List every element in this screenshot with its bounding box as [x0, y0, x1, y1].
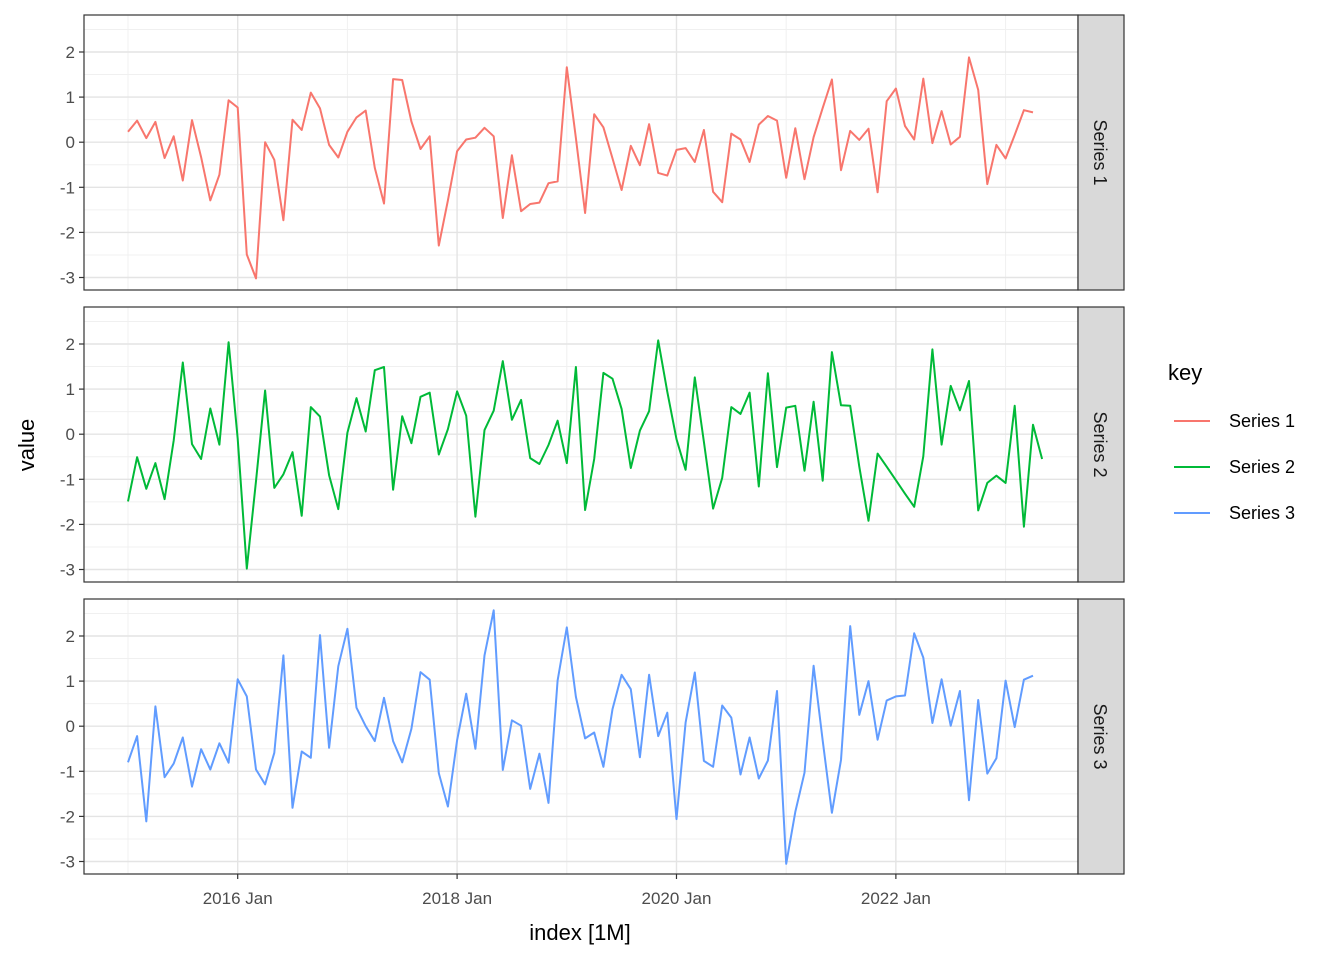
legend: key Series 1 Series 2 Series 3 — [1168, 360, 1295, 523]
facet-strip — [1077, 14, 1125, 291]
facet-panel: Series 3 2 1 0 -1 -2 -3 — [60, 598, 1125, 875]
legend-label: Series 3 — [1229, 503, 1295, 523]
y-axis-label: value — [14, 419, 39, 472]
x-tick-label: 2018 Jan — [422, 889, 492, 908]
x-axis-label: index [1M] — [529, 920, 631, 945]
y-tick-label: -2 — [60, 515, 75, 534]
y-tick-label: 1 — [66, 380, 75, 399]
y-tick-label: -2 — [60, 807, 75, 826]
y-tick-label: -1 — [60, 470, 75, 489]
facet-strip-label: Series 3 — [1090, 703, 1110, 769]
y-tick-label: 2 — [66, 627, 75, 646]
y-tick-label: 1 — [66, 88, 75, 107]
facet-strip-label: Series 1 — [1090, 119, 1110, 185]
facet-strip — [1077, 598, 1125, 875]
y-tick-label: -1 — [60, 762, 75, 781]
y-tick-label: 2 — [66, 335, 75, 354]
panel-background — [84, 15, 1078, 290]
facet-panel: Series 1 2 1 0 -1 -2 -3 — [60, 14, 1125, 291]
legend-label: Series 1 — [1229, 411, 1295, 431]
y-tick-label: 2 — [66, 43, 75, 62]
series-line — [127, 56, 1034, 280]
x-tick-label: 2016 Jan — [203, 889, 273, 908]
facet-panel: Series 2 2 1 0 -1 -2 -3 — [60, 306, 1125, 583]
series-line — [127, 609, 1034, 865]
y-tick-label: -3 — [60, 269, 75, 288]
series-line — [127, 339, 1044, 570]
legend-label: Series 2 — [1229, 457, 1295, 477]
x-tick-label: 2022 Jan — [861, 889, 931, 908]
y-tick-label: 0 — [66, 717, 75, 736]
facet-strip-label: Series 2 — [1090, 411, 1110, 477]
y-tick-label: 0 — [66, 133, 75, 152]
y-tick-label: 1 — [66, 672, 75, 691]
y-tick-label: -1 — [60, 178, 75, 197]
x-axis: 2016 Jan 2018 Jan 2020 Jan 2022 Jan — [203, 874, 931, 908]
facet-strip — [1077, 306, 1125, 583]
y-tick-label: -2 — [60, 223, 75, 242]
y-tick-label: -3 — [60, 853, 75, 872]
y-tick-label: 0 — [66, 425, 75, 444]
x-tick-label: 2020 Jan — [642, 889, 712, 908]
panel-background — [84, 599, 1078, 874]
legend-title: key — [1168, 360, 1202, 385]
y-tick-label: -3 — [60, 561, 75, 580]
